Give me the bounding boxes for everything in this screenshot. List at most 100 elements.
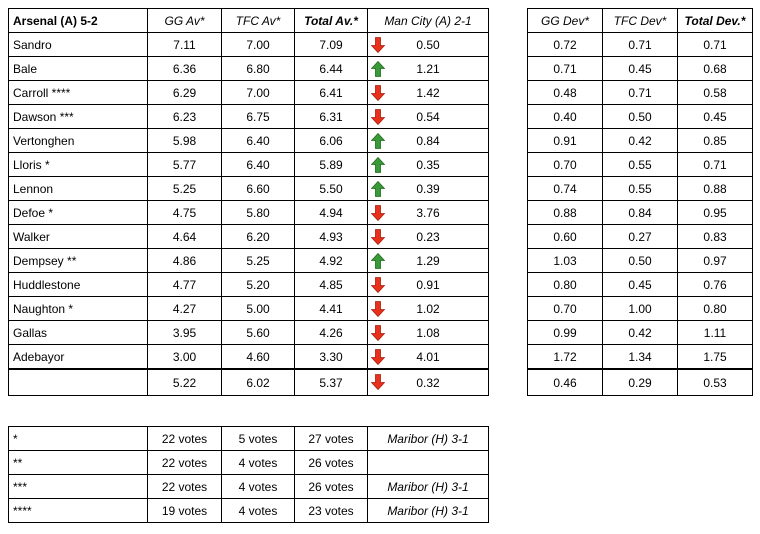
red-down-arrow-icon — [371, 229, 385, 245]
tfc-average: 6.40 — [221, 128, 295, 153]
tfc-deviation-total: 0.29 — [602, 369, 678, 396]
deviation-row: 0.70 1.00 0.80 — [527, 296, 753, 321]
man-city-rating: 1.02 — [416, 301, 440, 316]
man-city-rating-cell: 0.32 — [367, 369, 489, 396]
man-city-rating-cell: 3.76 — [367, 200, 489, 225]
player-row: Defoe * 4.75 5.80 4.94 3.76 — [8, 200, 489, 225]
gg-average: 5.25 — [147, 176, 222, 201]
man-city-rating: 1.29 — [416, 253, 440, 268]
total-average: 6.31 — [294, 104, 368, 129]
gg-deviation: 0.70 — [527, 152, 603, 177]
total-deviation: 0.68 — [677, 56, 753, 81]
votes-row: ** 22 votes 4 votes 26 votes — [8, 450, 489, 475]
tfc-average: 6.40 — [221, 152, 295, 177]
tfc-average: 6.20 — [221, 224, 295, 249]
red-down-arrow-icon — [371, 374, 385, 390]
gg-deviation: 1.03 — [527, 248, 603, 273]
total-average: 4.41 — [294, 296, 368, 321]
player-name: Defoe * — [8, 200, 148, 225]
total-deviation: 0.88 — [677, 176, 753, 201]
tfc-deviation: 0.42 — [602, 128, 678, 153]
tfc-dev-header: TFC Dev* — [602, 8, 678, 33]
total-deviation: 0.95 — [677, 200, 753, 225]
man-city-rating: 0.84 — [416, 133, 440, 148]
gg-deviation: 0.99 — [527, 320, 603, 345]
total-average: 7.09 — [294, 32, 368, 57]
total-votes: 27 votes — [294, 426, 368, 451]
previous-match: Maribor (H) 3-1 — [367, 498, 489, 523]
total-deviation: 0.76 — [677, 272, 753, 297]
tfc-average: 6.60 — [221, 176, 295, 201]
tfc-deviation: 0.50 — [602, 248, 678, 273]
red-down-arrow-icon — [371, 277, 385, 293]
total-deviation: 0.71 — [677, 152, 753, 177]
total-average: 5.89 — [294, 152, 368, 177]
gg-average: 4.77 — [147, 272, 222, 297]
tfc-deviation: 1.34 — [602, 344, 678, 369]
gg-average-header: GG Av* — [147, 8, 222, 33]
total-average-total: 5.37 — [294, 369, 368, 396]
man-city-rating-cell: 1.02 — [367, 296, 489, 321]
man-city-rating-cell: 0.50 — [367, 32, 489, 57]
man-city-rating-cell: 0.54 — [367, 104, 489, 129]
tfc-average: 6.80 — [221, 56, 295, 81]
footnote-key: ** — [8, 450, 148, 475]
votes-row: * 22 votes 5 votes 27 votes Maribor (H) 3-1 — [8, 426, 489, 451]
tfc-average: 4.60 — [221, 344, 295, 369]
man-city-rating: 0.39 — [416, 181, 440, 196]
player-row: Huddlestone 4.77 5.20 4.85 0.91 — [8, 272, 489, 297]
man-city-rating: 0.50 — [416, 37, 440, 52]
total-deviation: 0.71 — [677, 32, 753, 57]
player-row: Vertonghen 5.98 6.40 6.06 0.84 — [8, 128, 489, 153]
gg-votes: 22 votes — [147, 426, 222, 451]
total-average: 4.94 — [294, 200, 368, 225]
tfc-average: 7.00 — [221, 32, 295, 57]
tfc-average-header: TFC Av* — [221, 8, 295, 33]
player-name: Vertonghen — [8, 128, 148, 153]
gg-dev-header: GG Dev* — [527, 8, 603, 33]
player-row: Naughton * 4.27 5.00 4.41 1.02 — [8, 296, 489, 321]
previous-match: Maribor (H) 3-1 — [367, 426, 489, 451]
deviation-row: 0.72 0.71 0.71 — [527, 32, 753, 57]
total-deviation: 0.45 — [677, 104, 753, 129]
total-deviation: 0.85 — [677, 128, 753, 153]
totals-label — [8, 369, 148, 396]
table-title: Arsenal (A) 5-2 — [8, 8, 148, 33]
man-city-rating: 4.01 — [416, 349, 440, 364]
tfc-average: 5.60 — [221, 320, 295, 345]
gg-average: 3.95 — [147, 320, 222, 345]
man-city-rating-cell: 0.23 — [367, 224, 489, 249]
player-row: Sandro 7.11 7.00 7.09 0.50 — [8, 32, 489, 57]
player-name: Adebayor — [8, 344, 148, 369]
votes-row: *** 22 votes 4 votes 26 votes Maribor (H) 3-… — [8, 474, 489, 499]
tfc-votes: 4 votes — [221, 498, 295, 523]
dev-header-row: GG Dev* TFC Dev* Total Dev.* — [527, 8, 753, 33]
tfc-votes: 4 votes — [221, 450, 295, 475]
man-city-rating-cell: 1.29 — [367, 248, 489, 273]
deviation-row: 0.40 0.50 0.45 — [527, 104, 753, 129]
gg-average: 4.64 — [147, 224, 222, 249]
total-average-header: Total Av.* — [294, 8, 368, 33]
red-down-arrow-icon — [371, 109, 385, 125]
player-name: Huddlestone — [8, 272, 148, 297]
deviation-table: GG Dev* TFC Dev* Total Dev.* 0.72 0.71 0.7… — [527, 8, 753, 396]
total-deviation: 0.58 — [677, 80, 753, 105]
gg-average: 7.11 — [147, 32, 222, 57]
gg-average: 5.77 — [147, 152, 222, 177]
total-average: 4.93 — [294, 224, 368, 249]
man-city-rating-cell: 0.91 — [367, 272, 489, 297]
tfc-average: 7.00 — [221, 80, 295, 105]
player-name: Bale — [8, 56, 148, 81]
total-average: 6.41 — [294, 80, 368, 105]
player-name: Walker — [8, 224, 148, 249]
previous-match — [367, 450, 489, 475]
tfc-average: 5.20 — [221, 272, 295, 297]
tfc-deviation: 0.55 — [602, 176, 678, 201]
player-row: Gallas 3.95 5.60 4.26 1.08 — [8, 320, 489, 345]
red-down-arrow-icon — [371, 301, 385, 317]
total-deviation: 1.75 — [677, 344, 753, 369]
gg-deviation: 1.72 — [527, 344, 603, 369]
man-city-rating-cell: 1.21 — [367, 56, 489, 81]
player-row: Lennon 5.25 6.60 5.50 0.39 — [8, 176, 489, 201]
player-row: Walker 4.64 6.20 4.93 0.23 — [8, 224, 489, 249]
